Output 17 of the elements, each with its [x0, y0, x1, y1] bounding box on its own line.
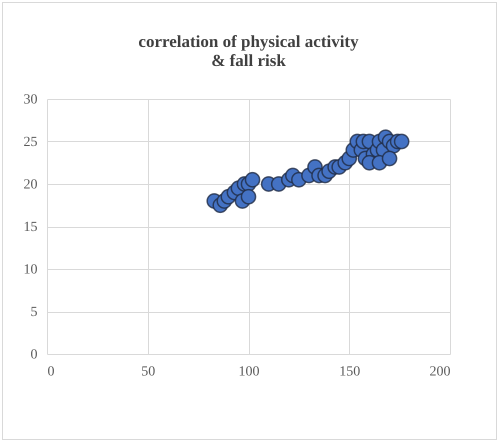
y-tick-label: 25 — [24, 135, 38, 150]
point — [382, 150, 398, 166]
y-tick-label: 20 — [24, 178, 38, 192]
x-tick-label: 50 — [141, 364, 156, 380]
point — [244, 172, 260, 188]
x-tick-label: 0 — [48, 364, 54, 380]
point — [394, 134, 410, 150]
x-tick-label: 200 — [430, 364, 450, 380]
y-tick-label: 5 — [30, 305, 38, 320]
x-tick-label: 150 — [339, 364, 360, 380]
y-tick-label: 30 — [24, 92, 38, 108]
y-tick-label: 10 — [24, 262, 38, 278]
y-tick-label: 15 — [24, 220, 38, 235]
y-tick-label: 0 — [30, 348, 38, 362]
x-tick-label: 100 — [238, 364, 260, 380]
point — [240, 188, 256, 205]
chart-title: correlation of physical activity & fall risk — [138, 32, 360, 70]
